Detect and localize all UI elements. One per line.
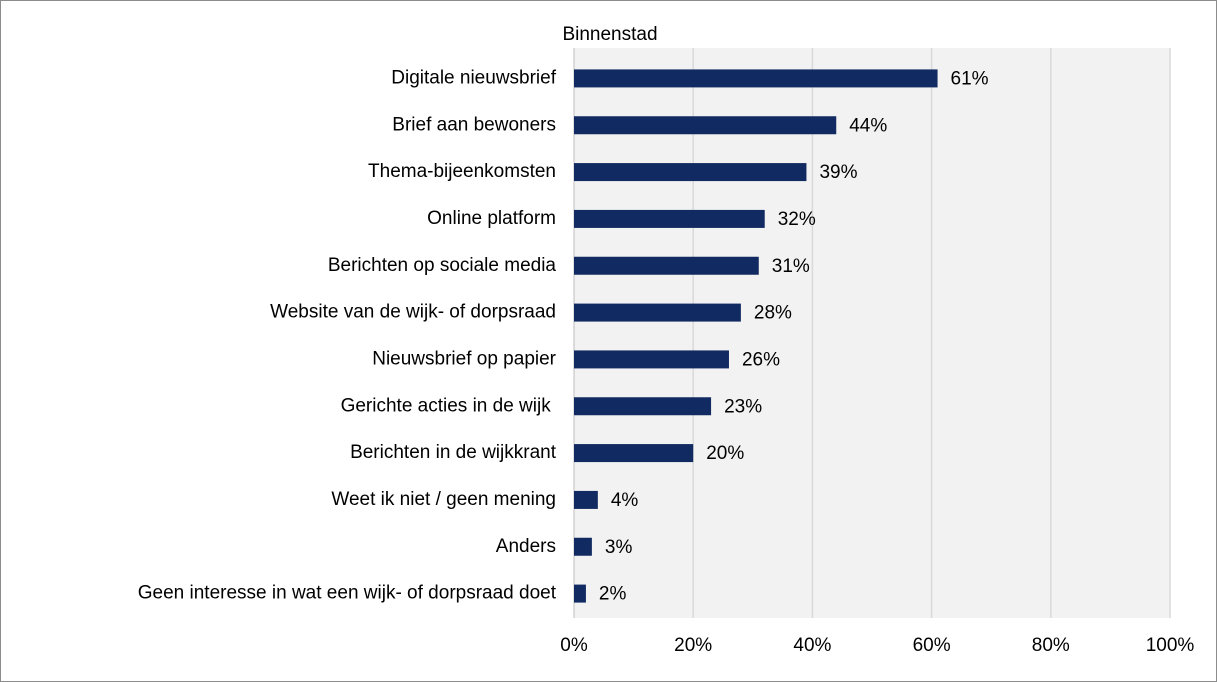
y-tick-label: Geen interesse in wat een wijk- of dorps… bbox=[138, 583, 557, 604]
bar bbox=[574, 584, 586, 603]
x-tick-label: 0% bbox=[560, 635, 588, 656]
bar bbox=[574, 537, 592, 556]
x-tick-label: 60% bbox=[913, 635, 951, 656]
y-tick-label: Berichten op sociale media bbox=[328, 255, 557, 276]
y-tick-label: Digitale nieuwsbrief bbox=[391, 67, 556, 88]
x-tick-label: 20% bbox=[674, 635, 712, 656]
bar bbox=[574, 256, 759, 275]
y-tick-label: Website van de wijk- of dorpsraad bbox=[270, 302, 556, 323]
y-tick-label: Brief aan bewoners bbox=[392, 114, 556, 135]
bar bbox=[574, 397, 712, 416]
y-tick-label: Online platform bbox=[427, 208, 556, 229]
y-tick-label: Anders bbox=[496, 536, 556, 557]
value-label: 2% bbox=[599, 584, 627, 605]
value-label: 32% bbox=[778, 209, 816, 230]
value-label: 61% bbox=[951, 68, 989, 89]
value-label: 31% bbox=[772, 256, 810, 277]
y-tick-label: Gerichte acties in de wijk bbox=[341, 395, 556, 416]
y-tick-label: Nieuwsbrief op papier bbox=[372, 348, 556, 369]
value-label: 4% bbox=[611, 490, 639, 511]
bar bbox=[574, 350, 729, 369]
chart-title: Binnenstad bbox=[562, 24, 657, 45]
x-tick-label: 80% bbox=[1032, 635, 1070, 656]
bar bbox=[574, 163, 807, 182]
y-tick-label: Berichten in de wijkkrant bbox=[350, 442, 557, 463]
bar bbox=[574, 116, 837, 135]
bar bbox=[574, 444, 694, 463]
value-label: 23% bbox=[724, 396, 762, 417]
bar bbox=[574, 69, 938, 88]
bar bbox=[574, 209, 765, 228]
value-label: 3% bbox=[605, 537, 633, 558]
plot-area bbox=[574, 48, 1170, 618]
x-tick-label: 100% bbox=[1146, 635, 1195, 656]
value-label: 28% bbox=[754, 303, 792, 324]
y-tick-label: Thema-bijeenkomsten bbox=[368, 161, 556, 182]
x-tick-label: 40% bbox=[793, 635, 831, 656]
value-label: 20% bbox=[706, 443, 744, 464]
bar bbox=[574, 303, 741, 322]
y-tick-label: Weet ik niet / geen mening bbox=[331, 489, 556, 510]
value-label: 26% bbox=[742, 349, 780, 370]
value-label: 39% bbox=[819, 162, 857, 183]
bar bbox=[574, 490, 598, 509]
value-label: 44% bbox=[849, 115, 887, 136]
